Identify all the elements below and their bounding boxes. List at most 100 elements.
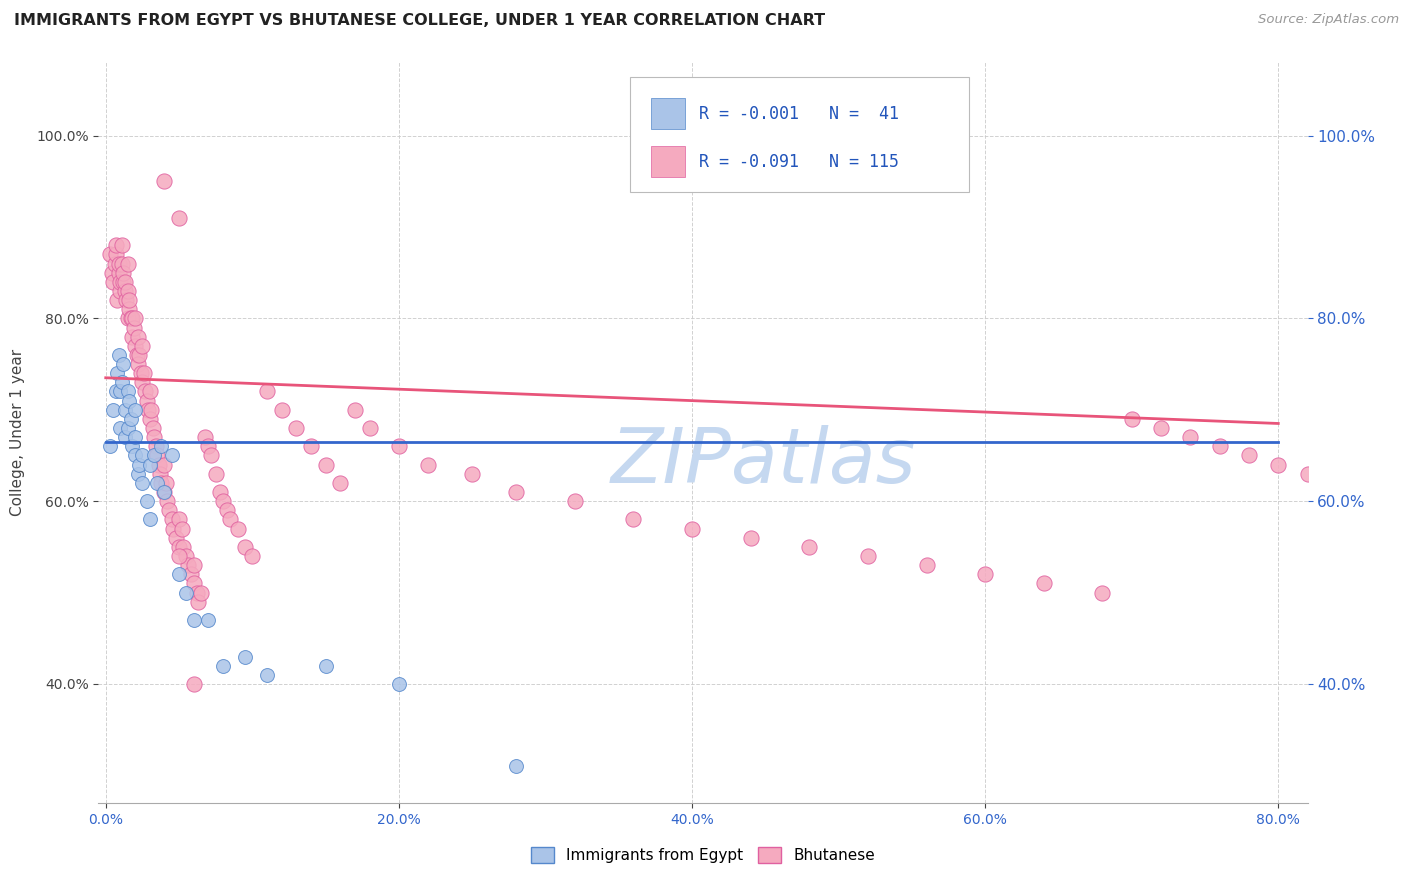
Point xyxy=(186,585,208,599)
Point xyxy=(114,402,136,417)
Point xyxy=(505,759,527,773)
Point xyxy=(131,475,153,490)
Point xyxy=(105,238,128,252)
Point xyxy=(111,238,134,252)
Point xyxy=(117,256,139,270)
Point xyxy=(183,613,205,627)
Point xyxy=(105,384,128,399)
Point xyxy=(138,458,160,472)
Point xyxy=(138,384,160,399)
Point xyxy=(131,449,153,463)
Point xyxy=(128,348,150,362)
Text: R = -0.091   N = 115: R = -0.091 N = 115 xyxy=(699,153,900,171)
Point xyxy=(197,439,219,453)
Point xyxy=(111,376,134,390)
Point xyxy=(160,449,183,463)
Point xyxy=(124,430,146,444)
Point xyxy=(146,449,169,463)
Point xyxy=(124,339,146,353)
Point xyxy=(226,522,249,536)
Point xyxy=(1091,585,1114,599)
Point xyxy=(219,512,242,526)
Point xyxy=(115,293,138,307)
Point xyxy=(127,329,149,343)
Point xyxy=(212,658,235,673)
Point xyxy=(138,412,160,426)
Point xyxy=(110,284,132,298)
Point xyxy=(128,458,150,472)
Point xyxy=(1121,412,1143,426)
Point xyxy=(1180,430,1202,444)
Point xyxy=(112,357,135,371)
Point xyxy=(136,402,159,417)
Point xyxy=(143,430,166,444)
Point xyxy=(103,256,125,270)
Point xyxy=(233,649,256,664)
Point xyxy=(256,668,278,682)
Point xyxy=(98,439,121,453)
Point xyxy=(388,439,411,453)
Point xyxy=(117,384,139,399)
Y-axis label: College, Under 1 year: College, Under 1 year xyxy=(10,349,25,516)
Point xyxy=(505,485,527,500)
Point xyxy=(121,439,143,453)
Point xyxy=(1296,467,1319,481)
Point xyxy=(1032,576,1054,591)
Point xyxy=(183,558,205,573)
Point xyxy=(388,677,411,691)
Point xyxy=(135,494,157,508)
Point xyxy=(157,503,180,517)
Point xyxy=(143,449,166,463)
Point xyxy=(1267,458,1289,472)
Point xyxy=(105,247,128,261)
Point xyxy=(129,366,152,380)
Point xyxy=(114,430,136,444)
Point xyxy=(124,311,146,326)
Point xyxy=(101,275,124,289)
Point xyxy=(681,522,703,536)
Point xyxy=(117,284,139,298)
Point xyxy=(120,412,142,426)
Point xyxy=(135,393,157,408)
Point xyxy=(180,567,202,582)
Point xyxy=(974,567,997,582)
Point xyxy=(98,247,121,261)
Point xyxy=(172,540,194,554)
Point xyxy=(621,512,644,526)
Point xyxy=(127,467,149,481)
Point xyxy=(162,522,184,536)
Point xyxy=(176,585,198,599)
Point xyxy=(110,384,132,399)
Point xyxy=(100,266,122,280)
Text: ZIPatlas: ZIPatlas xyxy=(610,425,917,500)
Point xyxy=(183,677,205,691)
Point xyxy=(170,522,193,536)
Point xyxy=(194,430,217,444)
Point xyxy=(418,458,440,472)
Point xyxy=(1326,475,1348,490)
Point xyxy=(145,439,167,453)
Point xyxy=(131,376,153,390)
Point xyxy=(315,658,337,673)
Point xyxy=(856,549,879,563)
Point xyxy=(125,348,148,362)
Point xyxy=(165,531,187,545)
Point xyxy=(108,348,131,362)
Point xyxy=(118,293,141,307)
Point xyxy=(176,549,198,563)
Point xyxy=(134,384,156,399)
Point xyxy=(120,311,142,326)
Text: IMMIGRANTS FROM EGYPT VS BHUTANESE COLLEGE, UNDER 1 YEAR CORRELATION CHART: IMMIGRANTS FROM EGYPT VS BHUTANESE COLLE… xyxy=(14,13,825,29)
Point xyxy=(190,585,212,599)
Point xyxy=(564,494,586,508)
Point xyxy=(121,329,143,343)
Point xyxy=(111,256,134,270)
Point xyxy=(114,284,136,298)
Point xyxy=(343,402,366,417)
FancyBboxPatch shape xyxy=(630,78,969,192)
Point xyxy=(461,467,484,481)
Point xyxy=(108,266,131,280)
Point xyxy=(149,467,172,481)
Point xyxy=(124,449,146,463)
Point xyxy=(233,540,256,554)
